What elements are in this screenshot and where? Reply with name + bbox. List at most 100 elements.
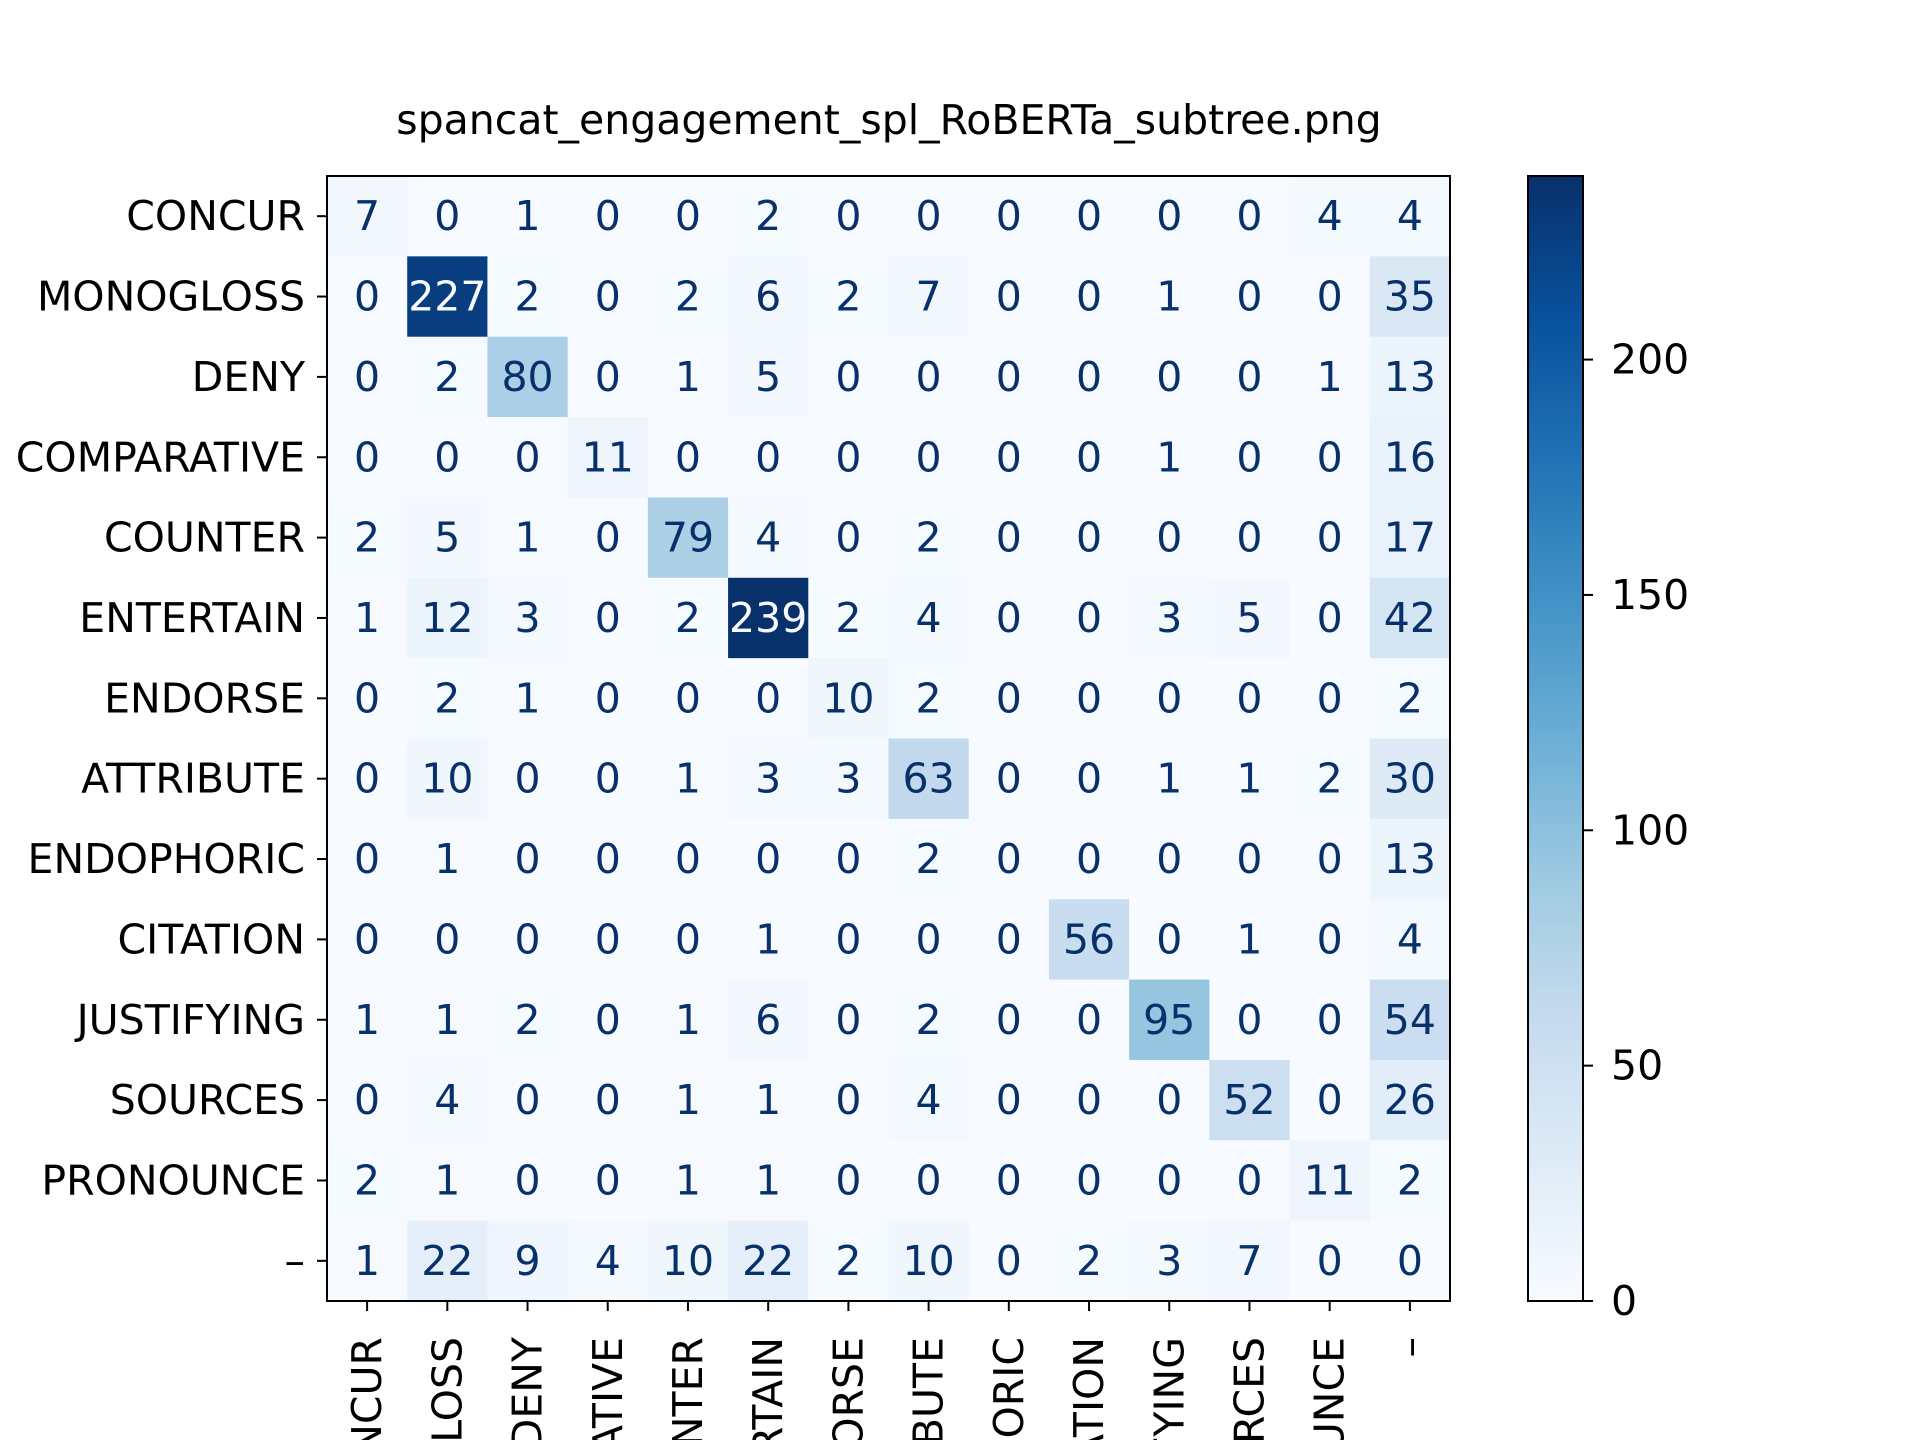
cell-label: 3 xyxy=(755,755,781,803)
cell xyxy=(1289,256,1371,338)
cell-label: 4 xyxy=(755,514,781,562)
cell-label: 0 xyxy=(595,594,621,642)
cell-label: 0 xyxy=(514,835,540,883)
cell-label: 0 xyxy=(595,273,621,321)
cell xyxy=(327,1140,408,1222)
cell xyxy=(407,979,488,1061)
cell-label: 7 xyxy=(1236,1237,1262,1285)
cell-label: 6 xyxy=(755,273,781,321)
cell xyxy=(1129,256,1210,338)
cell xyxy=(327,658,408,739)
cell-label: 0 xyxy=(1317,835,1343,883)
cell-label: 0 xyxy=(1397,1237,1423,1285)
cell-label: 4 xyxy=(916,594,942,642)
cell-label: 1 xyxy=(755,1156,781,1204)
cell-label: 0 xyxy=(595,835,621,883)
cell-label: 0 xyxy=(996,915,1022,963)
cell-label: 0 xyxy=(835,514,861,562)
cell-label: 0 xyxy=(675,835,701,883)
cell xyxy=(1289,738,1371,820)
cell xyxy=(968,577,1050,659)
cell-label: 4 xyxy=(1397,915,1423,963)
cell-label: 0 xyxy=(354,433,380,481)
cell-label: 0 xyxy=(675,192,701,240)
cell xyxy=(1289,417,1371,498)
cell-label: 0 xyxy=(996,1237,1022,1285)
cell-label: 2 xyxy=(916,996,942,1044)
cell-label: 0 xyxy=(595,1076,621,1124)
cell-label: 0 xyxy=(835,835,861,883)
cell xyxy=(808,1140,889,1222)
x-tick-label: ENTERTAIN xyxy=(744,1337,792,1440)
cell xyxy=(888,899,970,981)
cell-label: 0 xyxy=(835,192,861,240)
cell-label: 26 xyxy=(1384,1076,1436,1124)
cell xyxy=(567,256,649,338)
cell xyxy=(1048,1059,1130,1141)
cell-label: 16 xyxy=(1384,433,1436,481)
cell-label: 5 xyxy=(1236,594,1262,642)
cell xyxy=(407,1140,488,1222)
cell-label: 0 xyxy=(996,674,1022,722)
cell-label: 0 xyxy=(996,273,1022,321)
y-tick-label: JUSTIFYING xyxy=(74,996,305,1044)
cell xyxy=(1289,658,1371,739)
cell xyxy=(1048,497,1130,579)
y-tick-label: MONOGLOSS xyxy=(37,273,305,321)
cell xyxy=(728,738,809,820)
cell-label: 0 xyxy=(835,1076,861,1124)
cell-label: 2 xyxy=(1076,1237,1102,1285)
cell-label: 0 xyxy=(595,514,621,562)
cell xyxy=(1129,1220,1210,1302)
cell xyxy=(1048,1220,1130,1302)
cell xyxy=(487,899,569,981)
cell-label: 10 xyxy=(662,1237,714,1285)
cell xyxy=(1129,417,1210,498)
cell-label: 2 xyxy=(675,594,701,642)
cell xyxy=(888,658,970,739)
cell xyxy=(327,336,408,418)
cell-label: 13 xyxy=(1384,353,1436,401)
cell xyxy=(487,336,569,418)
cell xyxy=(1048,979,1130,1061)
cell xyxy=(407,497,488,579)
cell-label: 2 xyxy=(354,514,380,562)
cell xyxy=(647,577,729,659)
cell xyxy=(1369,417,1451,498)
cell-label: 4 xyxy=(916,1076,942,1124)
cell xyxy=(808,979,889,1061)
cell-label: 1 xyxy=(354,996,380,1044)
cell xyxy=(808,818,889,900)
cell-label: 1 xyxy=(675,755,701,803)
cell xyxy=(888,1140,970,1222)
cell-label: 2 xyxy=(916,835,942,883)
cell-label: 0 xyxy=(1236,996,1262,1044)
cell xyxy=(728,1059,809,1141)
cell xyxy=(1289,336,1371,418)
cell xyxy=(728,176,809,257)
y-tick-label: ENDOPHORIC xyxy=(28,835,305,883)
cell xyxy=(487,1140,569,1222)
cell xyxy=(1289,1140,1371,1222)
cell-label: 54 xyxy=(1384,996,1436,1044)
cell xyxy=(1129,336,1210,418)
cell-label: 1 xyxy=(514,514,540,562)
cell-label: 0 xyxy=(835,1156,861,1204)
cell xyxy=(647,979,729,1061)
cell-label: 0 xyxy=(1076,1156,1102,1204)
cell xyxy=(1289,979,1371,1061)
cell-label: 0 xyxy=(595,755,621,803)
cell-label: 0 xyxy=(595,1156,621,1204)
cell-label: 11 xyxy=(1304,1156,1356,1204)
cell xyxy=(808,256,889,338)
cell-label: 0 xyxy=(1156,514,1182,562)
cell-label: 35 xyxy=(1384,273,1436,321)
cell xyxy=(1129,899,1210,981)
cell xyxy=(327,899,408,981)
cell xyxy=(728,979,809,1061)
cell-label: 0 xyxy=(1156,192,1182,240)
cell-label: 0 xyxy=(354,353,380,401)
cell-label: 0 xyxy=(1076,353,1102,401)
cell-label: 0 xyxy=(835,996,861,1044)
cell xyxy=(1209,497,1291,579)
